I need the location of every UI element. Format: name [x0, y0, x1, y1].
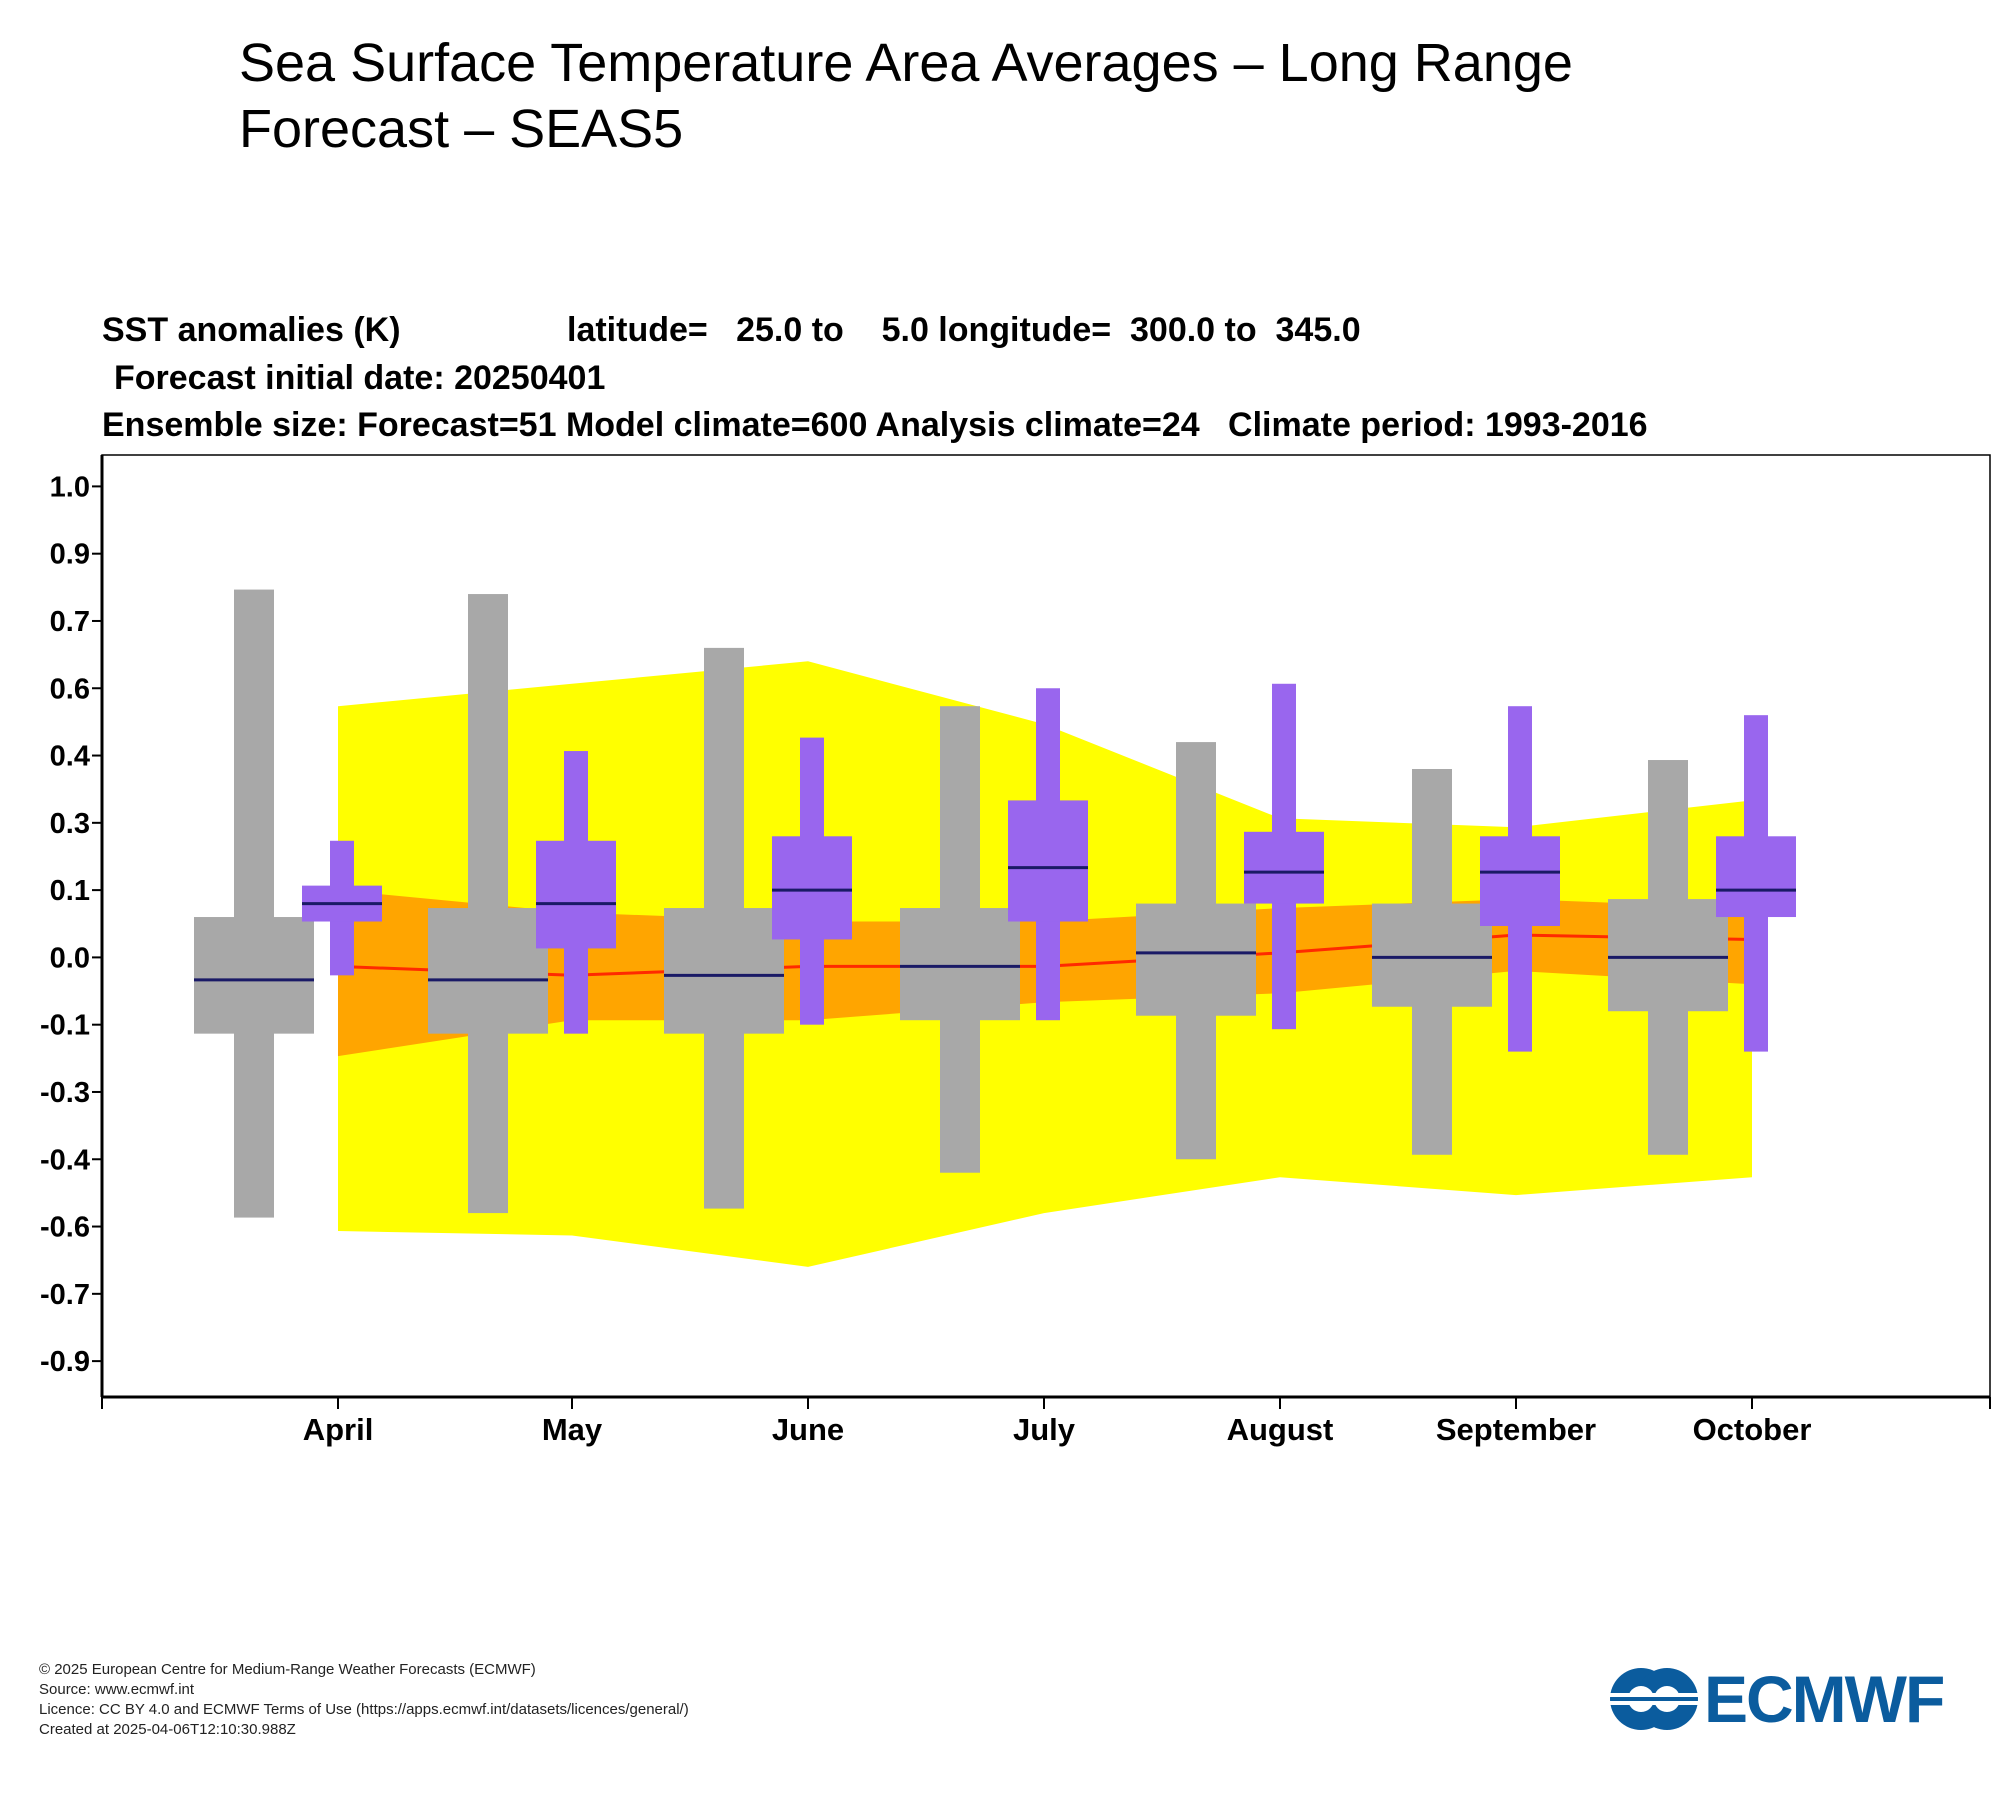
x-tick-label-july: July [1013, 1412, 1076, 1447]
model-climate-box-june [664, 908, 784, 1034]
forecast-box-october [1716, 836, 1796, 918]
y-tick-label: 1.0 [50, 471, 90, 503]
x-tick-label-september: September [1436, 1412, 1596, 1447]
x-tick-label-april: April [303, 1412, 374, 1447]
chart-header-initial-date: Forecast initial date: 20250401 [114, 359, 605, 397]
forecast-box-june [772, 836, 852, 940]
model-climate-box-may [428, 908, 548, 1034]
x-tick-label-october: October [1693, 1412, 1812, 1447]
y-tick-label: -0.4 [40, 1144, 90, 1176]
model-climate-whisker-may [468, 594, 508, 1214]
chart-header-ensemble: Ensemble size: Forecast=51 Model climate… [102, 406, 1648, 444]
model-climate-box-october [1608, 899, 1728, 1012]
x-tick-label-august: August [1227, 1412, 1334, 1447]
y-tick-label: -0.3 [40, 1077, 90, 1109]
page-title-line2: Forecast – SEAS5 [239, 99, 684, 159]
y-tick-label: -0.7 [40, 1279, 90, 1311]
y-tick-label: -0.9 [40, 1346, 90, 1378]
footer-source: Source: www.ecmwf.int [39, 1681, 195, 1698]
model-climate-box-september [1372, 903, 1492, 1007]
forecast-box-august [1244, 831, 1324, 904]
y-tick-label: -0.1 [40, 1010, 90, 1042]
ecmwf-logo-icon [1608, 1668, 1700, 1730]
ecmwf-logo: ECMWF [1608, 1666, 1980, 1732]
page-title-line1: Sea Surface Temperature Area Averages – … [239, 33, 1573, 93]
footer: © 2025 European Centre for Medium-Range … [39, 1660, 689, 1740]
model-climate-box-july [900, 908, 1020, 1021]
y-tick-label: 0.1 [50, 875, 90, 907]
model-climate-box-august [1136, 903, 1256, 1016]
ecmwf-logo-text: ECMWF [1704, 1662, 1945, 1736]
chart-header-variable: SST anomalies (K) [102, 311, 401, 349]
y-tick-label: 0.7 [50, 606, 90, 638]
y-tick-label: -0.6 [40, 1212, 90, 1244]
sst-anomaly-chart: SST anomalies (K) latitude= 25.0 to 5.0 … [40, 311, 1991, 1447]
footer-copyright: © 2025 European Centre for Medium-Range … [39, 1661, 536, 1678]
x-tick-label-may: May [542, 1412, 603, 1447]
model-climate-box-april [194, 917, 314, 1034]
y-tick-label: 0.6 [50, 673, 90, 705]
footer-licence: Licence: CC BY 4.0 and ECMWF Terms of Us… [39, 1701, 689, 1718]
y-tick-label: 0.0 [50, 942, 90, 974]
footer-created: Created at 2025-04-06T12:10:30.988Z [39, 1721, 296, 1738]
axes: 1.0 0.9 0.7 0.6 0.4 0.3 0.1 0.0 -0.1 -0.3 -0.4 -0.6… [40, 454, 1991, 1447]
chart-header-region: latitude= 25.0 to 5.0 longitude= 300.0 t… [567, 311, 1361, 349]
y-tick-label: 0.3 [50, 808, 90, 840]
forecast-box-september [1480, 836, 1560, 926]
x-tick-label-june: June [772, 1412, 844, 1447]
model-climate-whisker-april [234, 589, 274, 1218]
y-tick-label: 0.9 [50, 539, 90, 571]
box-plots [194, 589, 1796, 1218]
page-title: Sea Surface Temperature Area Averages – … [239, 30, 1739, 162]
y-tick-label: 0.4 [50, 741, 90, 773]
forecast-box-may [536, 840, 616, 949]
forecast-box-july [1008, 800, 1088, 922]
